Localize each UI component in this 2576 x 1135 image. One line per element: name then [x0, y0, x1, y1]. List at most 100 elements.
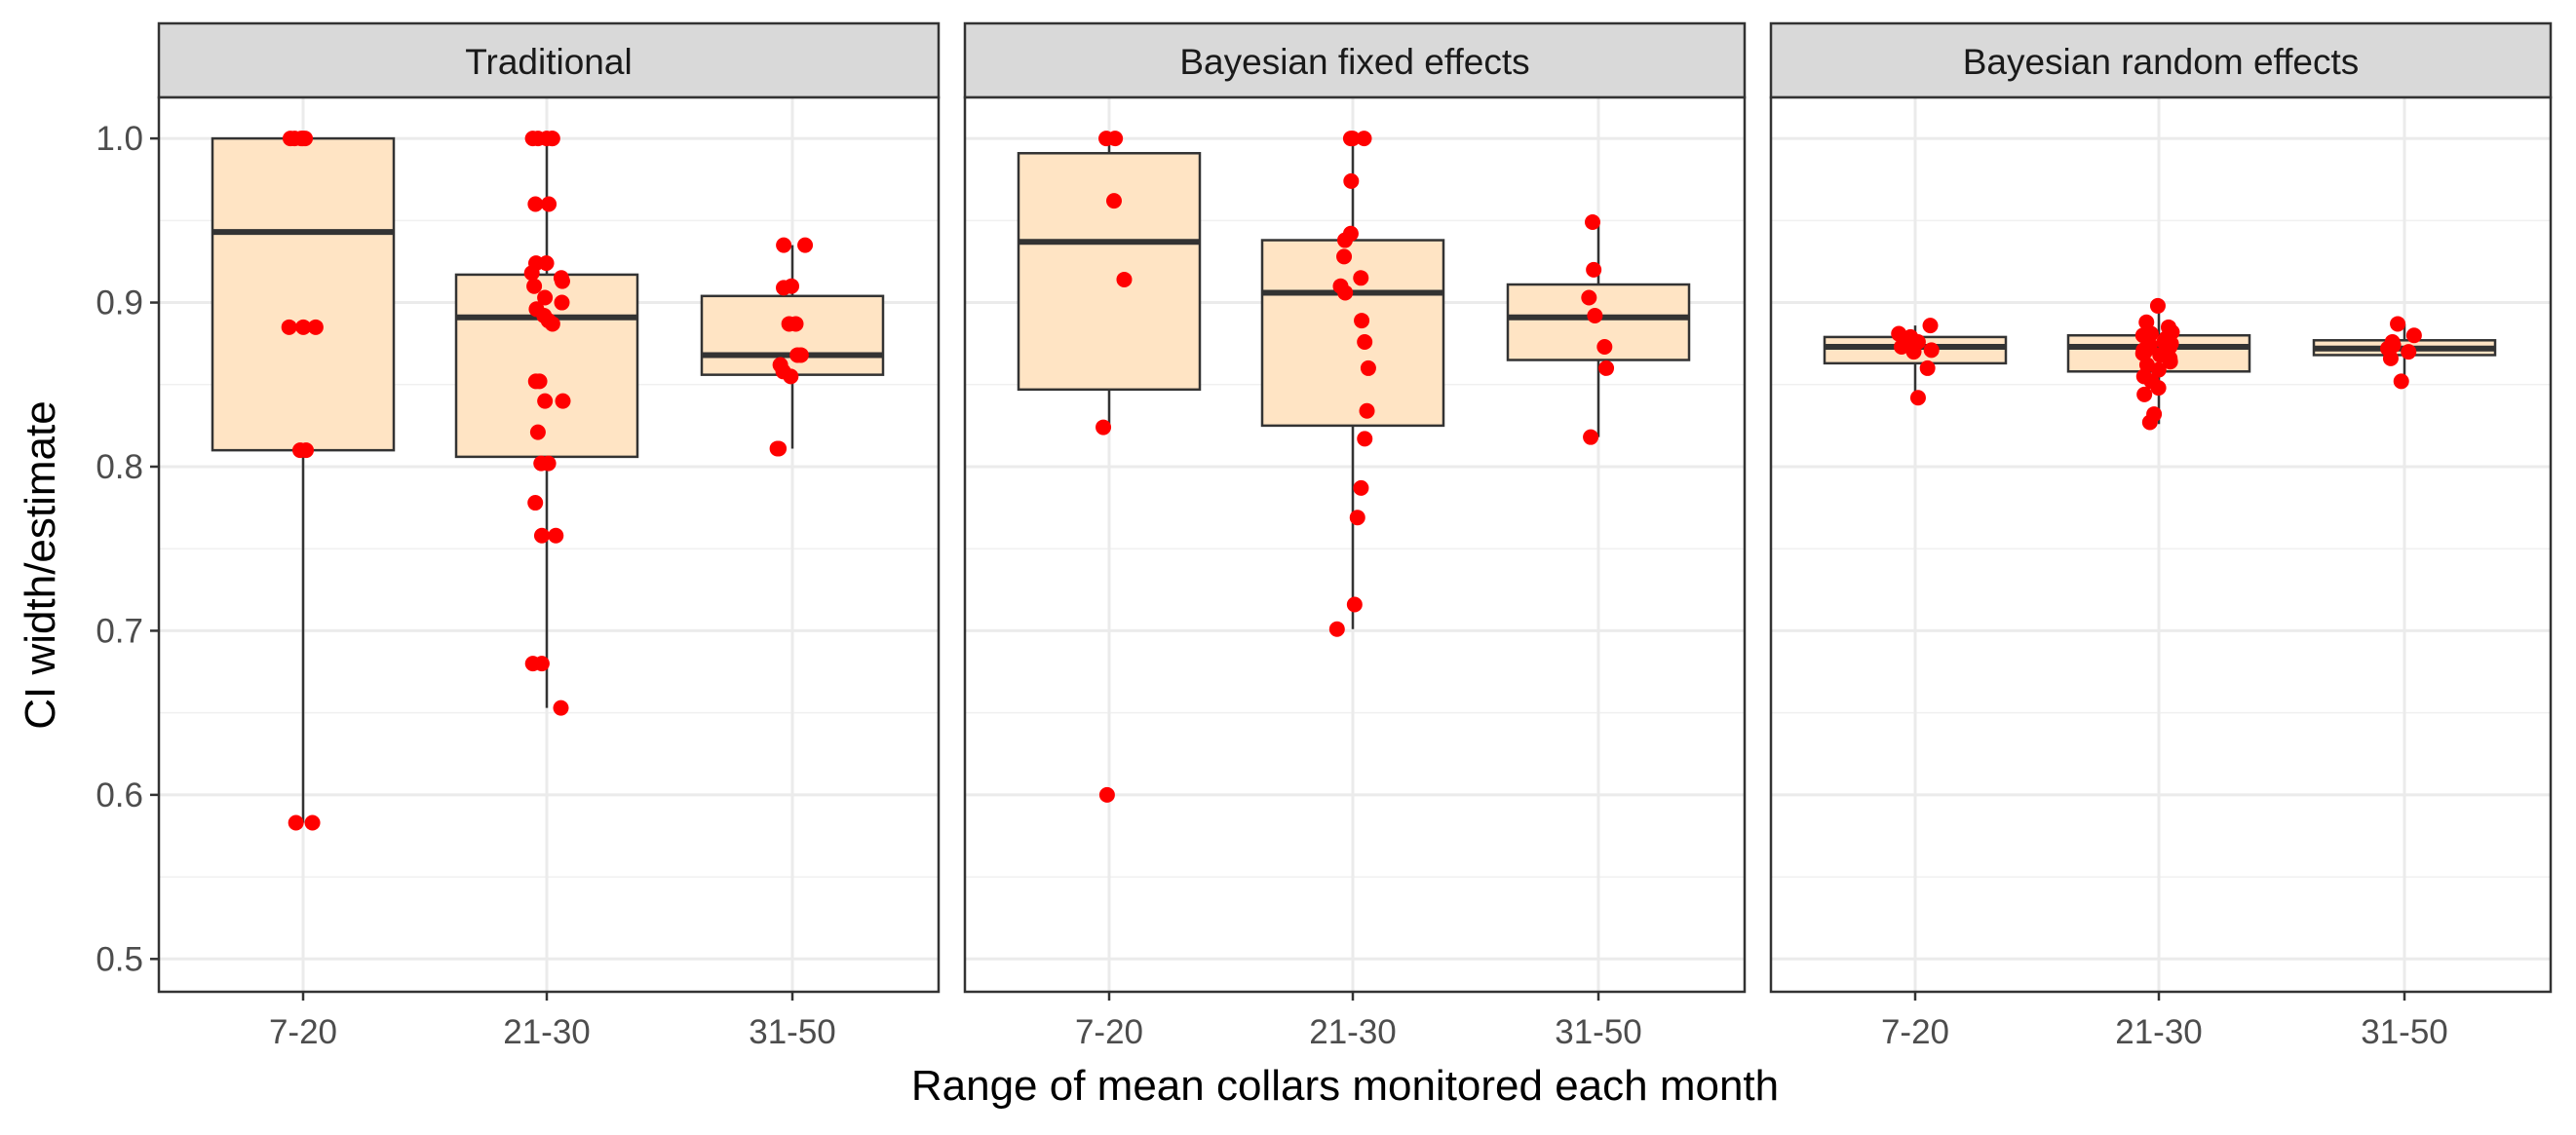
- data-point: [789, 347, 806, 363]
- data-point: [537, 289, 554, 306]
- panel-3: Bayesian random effects 7-20 21-30 31-50: [1769, 21, 2553, 1051]
- data-point: [527, 196, 544, 212]
- x-tick-label: 21-30: [1309, 1013, 1397, 1051]
- panel-border: [1769, 95, 2553, 994]
- box-31-50: [700, 237, 885, 457]
- panel-2: Bayesian fixed effects 7-20 21-30 31-50: [963, 21, 1747, 1051]
- data-point: [1922, 318, 1939, 334]
- strip-title: Traditional: [465, 42, 632, 82]
- data-point: [1894, 339, 1910, 356]
- box-body: [700, 294, 885, 376]
- data-point: [1909, 390, 1926, 406]
- data-point: [2393, 373, 2409, 390]
- x-tick-label: 31-50: [1555, 1013, 1642, 1051]
- data-point: [527, 373, 544, 390]
- data-point: [1598, 359, 1615, 376]
- panel-1: Traditional 7-20 21-30 31-50: [157, 21, 941, 1051]
- data-point: [1905, 344, 1922, 360]
- box-7-20: [1823, 318, 2008, 406]
- data-point: [1357, 431, 1373, 447]
- strip-background: [963, 21, 1747, 99]
- data-point: [1342, 131, 1359, 147]
- box-body: [1017, 152, 1202, 392]
- data-point: [1923, 342, 1940, 359]
- data-point: [2149, 297, 2166, 314]
- y-tick-label: 0.5: [96, 940, 143, 978]
- data-point: [554, 294, 570, 311]
- box-body: [211, 136, 396, 452]
- box-31-50: [1506, 214, 1691, 445]
- data-point: [1596, 339, 1613, 356]
- box-7-20: [1017, 131, 1202, 803]
- data-point: [1891, 325, 1907, 342]
- data-point: [541, 196, 557, 212]
- data-point: [1346, 596, 1363, 613]
- x-tick-label: 7-20: [1075, 1013, 1143, 1051]
- strip-title: Bayesian random effects: [1963, 42, 2360, 82]
- data-point: [1349, 510, 1365, 526]
- data-point: [2150, 361, 2167, 378]
- data-point: [526, 278, 543, 294]
- data-point: [1353, 270, 1369, 286]
- data-point: [776, 237, 792, 253]
- data-point: [1098, 786, 1115, 803]
- data-point: [288, 814, 304, 831]
- data-point: [1337, 284, 1354, 301]
- data-point: [293, 131, 310, 147]
- data-point: [2162, 354, 2178, 370]
- data-point: [304, 814, 321, 831]
- data-point: [2382, 350, 2399, 366]
- x-tick-label: 21-30: [2115, 1013, 2203, 1051]
- data-point: [1336, 248, 1353, 265]
- data-point: [281, 319, 297, 335]
- data-point: [555, 393, 571, 409]
- x-axis-title: Range of mean collars monitored each mon…: [911, 1062, 1779, 1110]
- data-point: [1353, 479, 1369, 496]
- data-point: [2405, 327, 2422, 344]
- data-point: [1587, 308, 1603, 324]
- data-point: [533, 455, 550, 472]
- data-point: [554, 273, 570, 289]
- data-point: [776, 280, 792, 296]
- strip-title: Bayesian fixed effects: [1179, 42, 1529, 82]
- data-point: [2141, 414, 2158, 431]
- data-point: [1586, 261, 1602, 278]
- data-point: [1116, 271, 1133, 287]
- box-21-30: [2066, 297, 2251, 431]
- plot-background: [1771, 97, 2551, 992]
- data-point: [2390, 316, 2406, 332]
- box-31-50: [2312, 316, 2497, 390]
- x-tick-label: 21-30: [503, 1013, 591, 1051]
- data-point: [1585, 214, 1601, 231]
- y-tick-label: 0.8: [96, 448, 143, 486]
- data-point: [783, 368, 799, 385]
- data-point: [544, 316, 560, 332]
- data-point: [529, 424, 546, 440]
- data-point: [1581, 289, 1597, 306]
- data-point: [1354, 313, 1370, 329]
- strip-background: [1769, 21, 2553, 99]
- data-point: [1107, 131, 1124, 147]
- box-7-20: [211, 131, 396, 831]
- data-point: [797, 237, 814, 253]
- data-point: [553, 700, 569, 716]
- data-point: [544, 131, 560, 147]
- y-tick-label: 1.0: [96, 120, 143, 158]
- data-point: [537, 393, 554, 409]
- data-point: [307, 319, 324, 335]
- x-tick-label: 7-20: [269, 1013, 337, 1051]
- y-tick-label: 0.7: [96, 612, 143, 650]
- panel-border: [963, 95, 1747, 994]
- data-point: [1343, 172, 1360, 189]
- panel-border: [157, 95, 941, 994]
- data-point: [2401, 344, 2417, 360]
- data-point: [295, 319, 312, 335]
- data-point: [769, 440, 786, 457]
- data-point: [1105, 193, 1122, 209]
- data-point: [1359, 402, 1375, 419]
- x-tick-label: 31-50: [2361, 1013, 2448, 1051]
- data-point: [291, 442, 308, 459]
- data-point: [2136, 386, 2153, 402]
- box-21-30: [454, 131, 639, 716]
- box-body: [1260, 239, 1445, 428]
